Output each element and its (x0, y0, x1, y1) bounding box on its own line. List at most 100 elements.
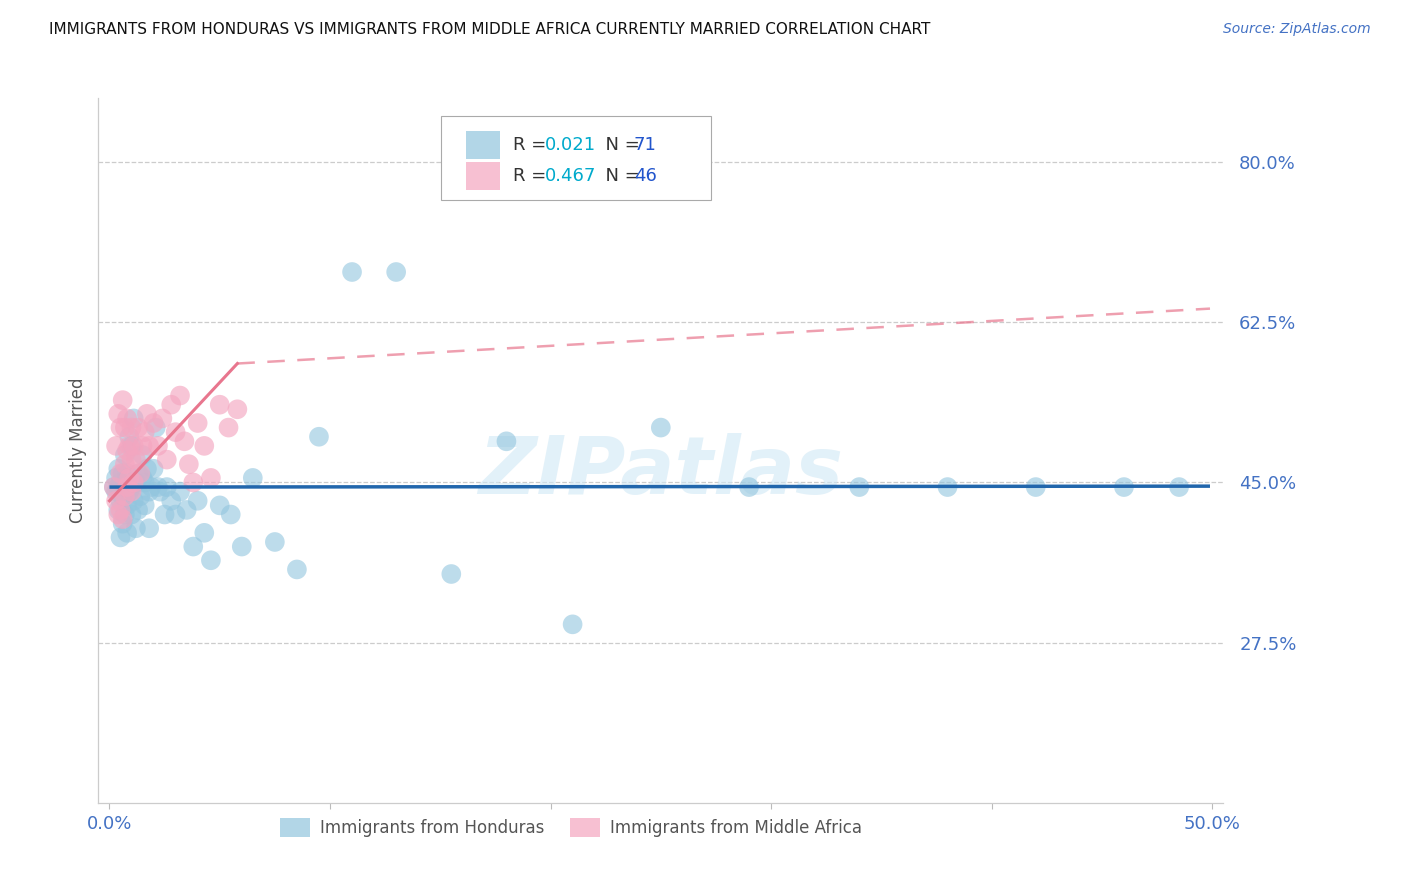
Point (1168, 480, 1191, 494)
Point (121, 480, 143, 494)
Point (110, 503, 132, 517)
FancyBboxPatch shape (441, 116, 711, 201)
Point (125, 521, 148, 535)
Point (105, 484, 128, 499)
Point (146, 439, 169, 453)
Point (127, 420, 149, 434)
Point (125, 452, 148, 467)
Point (131, 439, 153, 453)
Point (111, 393, 134, 408)
Point (121, 439, 143, 453)
Point (165, 508, 187, 522)
Point (110, 530, 132, 544)
Point (122, 475, 145, 490)
Text: 0.467: 0.467 (546, 167, 596, 185)
Point (495, 434, 517, 449)
Point (114, 457, 136, 471)
Text: Source: ZipAtlas.com: Source: ZipAtlas.com (1223, 22, 1371, 37)
Point (156, 452, 179, 467)
Point (115, 480, 138, 494)
Point (738, 480, 761, 494)
Legend: Immigrants from Honduras, Immigrants from Middle Africa: Immigrants from Honduras, Immigrants fro… (274, 811, 868, 844)
Point (200, 553, 222, 567)
Point (187, 416, 209, 430)
Point (340, 265, 363, 279)
Point (193, 525, 215, 540)
Point (127, 503, 149, 517)
Point (650, 420, 672, 434)
Point (208, 499, 231, 513)
Point (936, 480, 959, 494)
Point (226, 402, 249, 417)
Point (115, 443, 138, 458)
Point (219, 508, 242, 522)
Point (136, 462, 159, 476)
Point (105, 493, 128, 508)
Point (561, 617, 583, 632)
Text: R =: R = (513, 136, 553, 154)
Y-axis label: Currently Married: Currently Married (69, 377, 87, 524)
Text: 71: 71 (634, 136, 657, 154)
Point (122, 493, 145, 508)
Point (114, 489, 136, 503)
Point (218, 420, 240, 434)
Point (141, 480, 163, 494)
Point (110, 420, 132, 434)
Text: N =: N = (595, 136, 645, 154)
Point (111, 467, 134, 481)
Point (110, 493, 132, 508)
Point (118, 439, 141, 453)
Point (150, 411, 173, 425)
Point (181, 540, 204, 554)
Point (115, 525, 138, 540)
Point (440, 567, 463, 582)
Point (118, 484, 141, 499)
Point (1112, 480, 1135, 494)
Point (176, 503, 198, 517)
Point (111, 516, 134, 531)
Point (131, 471, 153, 485)
Point (122, 411, 145, 425)
Point (156, 480, 179, 494)
Point (125, 475, 148, 490)
Point (145, 420, 167, 434)
Point (110, 475, 132, 490)
Point (308, 430, 330, 444)
Point (208, 398, 231, 412)
Point (115, 411, 138, 425)
Point (200, 471, 222, 485)
Point (111, 489, 134, 503)
Point (134, 425, 156, 439)
Point (114, 508, 136, 522)
Point (385, 265, 408, 279)
Point (134, 499, 156, 513)
FancyBboxPatch shape (467, 131, 501, 160)
Point (138, 484, 160, 499)
Point (115, 499, 138, 513)
Point (848, 480, 870, 494)
Point (121, 452, 143, 467)
Point (122, 439, 145, 453)
Point (115, 467, 138, 481)
Point (107, 503, 129, 517)
Point (114, 480, 136, 494)
Point (177, 457, 200, 471)
Point (107, 480, 129, 494)
Point (149, 484, 172, 499)
Point (142, 462, 165, 476)
Point (111, 512, 134, 526)
Point (107, 462, 129, 476)
Point (242, 471, 264, 485)
Text: 46: 46 (634, 167, 657, 185)
FancyBboxPatch shape (467, 161, 501, 190)
Point (285, 562, 308, 576)
Point (103, 480, 125, 494)
Point (129, 489, 152, 503)
Point (103, 480, 125, 494)
Point (153, 508, 176, 522)
Point (169, 484, 191, 499)
Text: N =: N = (595, 167, 645, 185)
Point (1025, 480, 1047, 494)
Point (121, 508, 143, 522)
Point (187, 493, 209, 508)
